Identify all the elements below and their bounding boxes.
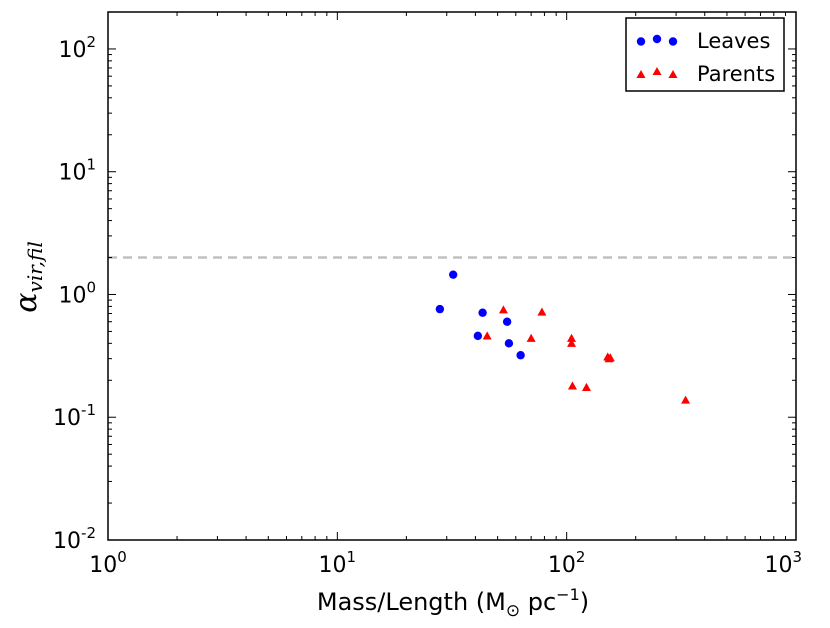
data-point-parents bbox=[526, 333, 536, 342]
legend-parents-marker bbox=[652, 67, 662, 75]
data-point-leaves bbox=[473, 331, 483, 341]
data-point-leaves bbox=[478, 308, 487, 317]
data-point-leaves bbox=[516, 351, 525, 360]
legend-leaves-marker bbox=[668, 37, 678, 46]
legend-leaves-marker bbox=[652, 34, 662, 44]
x-tick-label: 103 bbox=[764, 548, 802, 578]
data-point-leaves bbox=[504, 339, 514, 348]
legend-parents-marker bbox=[668, 70, 678, 78]
data-point-parents bbox=[482, 331, 492, 340]
data-point-parents bbox=[567, 338, 577, 347]
data-point-parents bbox=[537, 307, 547, 316]
data-point-leaves bbox=[502, 317, 512, 326]
y-tick-label: 10-1 bbox=[53, 401, 96, 431]
data-points-layer bbox=[435, 270, 691, 404]
data-point-leaves bbox=[448, 270, 458, 279]
data-point-parents bbox=[567, 333, 577, 342]
plot-area-frame bbox=[107, 11, 797, 541]
data-point-parents bbox=[498, 305, 508, 314]
y-tick-label: 10-2 bbox=[53, 524, 96, 554]
data-point-leaves bbox=[435, 304, 445, 314]
data-point-parents bbox=[581, 382, 591, 392]
data-point-parents bbox=[605, 353, 615, 362]
legend-entry-leaves: Leaves bbox=[636, 29, 770, 53]
legend: Leaves Parents bbox=[625, 17, 785, 92]
y-tick-label: 102 bbox=[58, 33, 96, 63]
axis-ticks-layer: 100 101 102 103 10-2 10-1 100 101 102 bbox=[53, 11, 802, 578]
legend-parents-label: Parents bbox=[697, 62, 775, 86]
data-point-parents bbox=[681, 395, 691, 404]
x-axis-label: Mass/Length (M⊙ pc−1) bbox=[317, 585, 589, 621]
legend-leaves-marker bbox=[636, 37, 646, 46]
legend-leaves-label: Leaves bbox=[697, 29, 770, 53]
y-axis-label: αvir,fil bbox=[9, 241, 47, 312]
x-tick-label: 101 bbox=[319, 548, 357, 578]
legend-parents-marker bbox=[636, 70, 646, 78]
y-tick-label: 100 bbox=[58, 278, 96, 308]
data-point-parents bbox=[567, 381, 577, 390]
legend-entry-parents: Parents bbox=[636, 62, 775, 86]
y-tick-label: 101 bbox=[58, 156, 96, 186]
legend-box bbox=[625, 17, 785, 92]
x-tick-label: 102 bbox=[548, 548, 586, 578]
x-tick-label: 100 bbox=[89, 548, 127, 578]
